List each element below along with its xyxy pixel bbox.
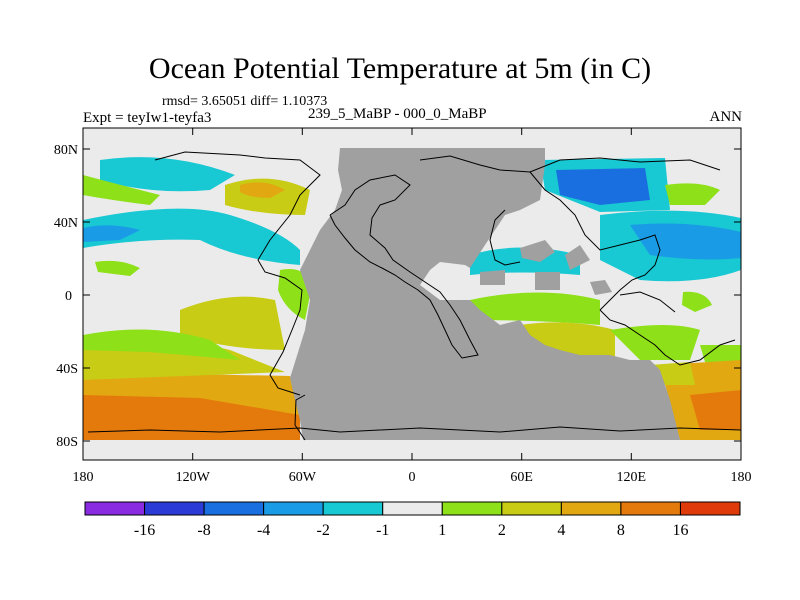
anomaly-region (682, 291, 712, 312)
colorbar-bin (501, 501, 562, 516)
experiment-label: Expt = teyIw1-teyfa3 (83, 110, 212, 126)
colorbar-label: -2 (317, 522, 330, 539)
anomaly-region (665, 183, 720, 205)
anomaly-region (95, 260, 140, 276)
rmsd-diff-stats: rmsd= 3.65051 diff= 1.10373 (162, 94, 328, 109)
colorbar-bin (441, 501, 503, 516)
lat-tick-label: 80N (54, 143, 78, 158)
colorbar-bin (144, 501, 205, 516)
anomaly-region (83, 329, 240, 360)
lon-tick-label: 0 (409, 470, 416, 485)
continent-landmass (290, 148, 680, 440)
lon-tick-label: 60W (289, 470, 317, 485)
colorbar-bin (679, 501, 741, 516)
lat-tick-label: 0 (65, 289, 72, 304)
continent-landmass (565, 245, 590, 270)
colorbar-label: -16 (134, 522, 155, 539)
lat-tick-label: 40S (56, 362, 78, 377)
anomaly-region (690, 390, 741, 430)
anomaly-region (83, 208, 300, 265)
coastline (599, 309, 736, 366)
colorbar-label: -4 (257, 522, 270, 539)
colorbar-label: 4 (557, 522, 565, 539)
colorbar-label: 16 (672, 522, 688, 539)
colorbar-labels: -16 -8 -4 -2 -1 1 2 4 8 16 (134, 522, 689, 539)
continent-landmass (535, 272, 560, 290)
anomaly-region (700, 345, 741, 365)
colorbar-label: 8 (617, 522, 625, 539)
colorbar-bin (263, 501, 324, 516)
coastline (489, 209, 521, 266)
continent-landmass (590, 280, 612, 295)
colorbar-label: -1 (376, 522, 389, 539)
colorbar (84, 501, 741, 516)
coastline (619, 291, 676, 313)
colorbar-bin (382, 501, 443, 516)
lat-axis (83, 148, 741, 442)
lon-tick-label: 120W (176, 470, 211, 485)
anomaly-region (100, 157, 235, 192)
anomaly-region (83, 395, 300, 440)
modern-coastlines (87, 151, 741, 441)
colorbar-bin (620, 501, 681, 516)
colorbar-label: 2 (498, 522, 506, 539)
lat-tick-label: 40N (54, 216, 78, 231)
colorbar-bin (203, 501, 265, 516)
colorbar-bin (322, 501, 384, 516)
anomaly-region (180, 296, 285, 350)
lon-tick-label: 180 (73, 470, 94, 485)
lon-tick-label: 120E (617, 470, 647, 485)
lon-tick-label: 60E (510, 470, 533, 485)
coastline (87, 426, 741, 433)
anomaly-region (83, 175, 160, 205)
anomaly-region (83, 225, 140, 242)
colorbar-label: -8 (197, 522, 210, 539)
anomaly-region (630, 223, 741, 260)
season-label: ANN (709, 109, 743, 125)
continent-landmass (520, 240, 555, 262)
anomaly-region (470, 292, 600, 325)
anomaly-region (556, 168, 650, 205)
lon-tick-label: 180 (731, 470, 752, 485)
lon-axis (82, 128, 742, 460)
coastline (294, 394, 306, 441)
anomaly-region (610, 325, 700, 360)
anomaly-region (240, 182, 285, 198)
period-label: 239_5_MaBP - 000_0_MaBP (308, 106, 487, 122)
colorbar-bin (560, 501, 622, 516)
plot-title: Ocean Potential Temperature at 5m (in C) (148, 52, 652, 85)
anomaly-region (278, 269, 312, 320)
lat-tick-label: 80S (56, 435, 78, 450)
coastline (419, 155, 721, 173)
anomaly-region (470, 247, 580, 275)
coastline (154, 151, 321, 396)
coastline (329, 174, 479, 359)
continent-landmass (480, 270, 505, 285)
coastline (529, 171, 661, 311)
colorbar-label: 1 (438, 522, 446, 539)
colorbar-bin (84, 501, 146, 516)
map-fields (83, 128, 741, 460)
